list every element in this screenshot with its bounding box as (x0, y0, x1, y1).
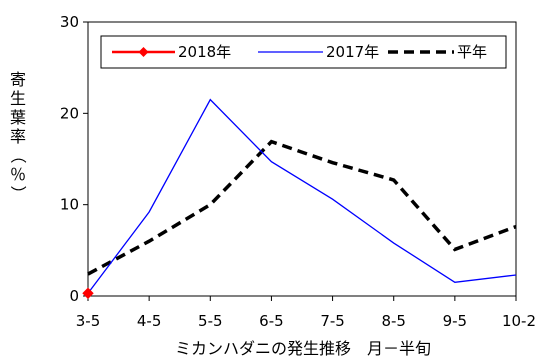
x-tick-label: 9-5 (443, 312, 468, 330)
legend-label-0: 2018年 (178, 43, 231, 61)
series-point-0 (82, 287, 94, 299)
x-tick-label: 3-5 (76, 312, 101, 330)
y-axis-title-char: 葉 (9, 108, 26, 127)
series-line-2 (87, 139, 517, 276)
legend-label-1: 2017年 (326, 43, 379, 61)
x-axis-title: ミカンハダニの発生推移 月－半旬 (175, 339, 431, 358)
plot-area-frame (87, 21, 517, 297)
x-tick-label: 10-2 (502, 312, 536, 330)
y-tick-label: 10 (60, 196, 79, 214)
x-tick-label: 6-5 (259, 312, 284, 330)
y-axis-title-char: 寄 (9, 70, 26, 89)
y-tick-label: 20 (60, 104, 79, 122)
y-tick-label: 0 (69, 287, 79, 305)
x-tick-label: 4-5 (137, 312, 162, 330)
x-tick-label: 5-5 (198, 312, 223, 330)
y-axis-title-char: 率 (9, 127, 26, 146)
legend-label-2: 平年 (457, 43, 487, 61)
y-axis-title-char: 生 (9, 89, 26, 108)
series-line-1 (87, 98, 517, 294)
y-tick-label: 30 (60, 13, 79, 31)
x-tick-label: 8-5 (381, 312, 406, 330)
y-axis-title: 寄生葉率（％） (4, 70, 32, 203)
x-tick-label: 7-5 (320, 312, 345, 330)
y-axis-title-char: ％ (9, 165, 26, 184)
legend-marker-0 (138, 47, 149, 57)
